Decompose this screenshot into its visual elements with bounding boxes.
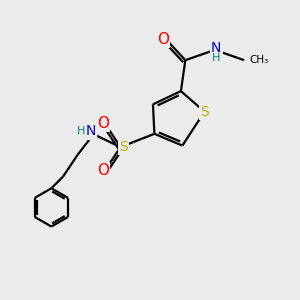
Text: H: H	[212, 53, 220, 63]
Text: O: O	[97, 116, 109, 131]
Text: O: O	[97, 163, 109, 178]
Text: N: N	[211, 40, 221, 55]
Text: H: H	[77, 126, 86, 136]
Text: S: S	[119, 140, 128, 154]
Text: S: S	[200, 105, 209, 119]
Text: CH₃: CH₃	[250, 55, 269, 65]
Text: N: N	[86, 124, 96, 138]
Text: O: O	[157, 32, 169, 47]
